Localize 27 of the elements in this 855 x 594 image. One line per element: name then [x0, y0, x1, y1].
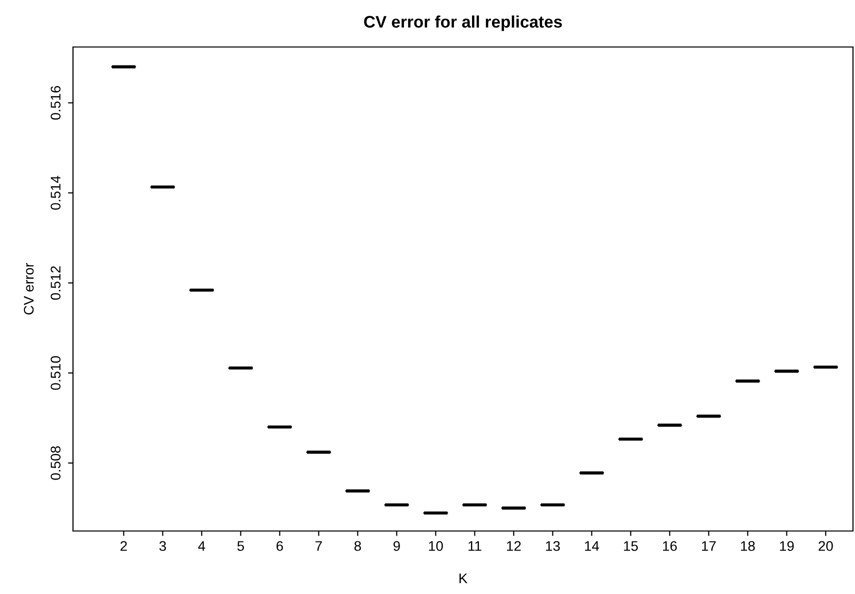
- x-tick-label: 20: [818, 541, 833, 551]
- chart-title: CV error for all replicates: [364, 15, 562, 32]
- x-tick-label: 2: [120, 541, 127, 551]
- x-tick-label: 11: [468, 541, 482, 551]
- y-axis-title: CV error: [24, 262, 34, 315]
- x-tick-label: 7: [316, 541, 322, 551]
- y-tick-label: 0.516: [50, 86, 61, 120]
- y-tick-label: 0.510: [50, 356, 61, 390]
- x-tick-label: 16: [663, 541, 677, 551]
- x-tick-label: 5: [237, 541, 244, 551]
- x-tick-label: 13: [546, 541, 560, 551]
- y-tick-label: 0.508: [50, 446, 61, 480]
- x-tick-label: 14: [585, 541, 600, 551]
- x-tick-label: 19: [780, 541, 794, 551]
- x-tick-label: 17: [702, 541, 716, 551]
- y-tick-label: 0.512: [50, 266, 61, 300]
- x-tick-label: 3: [159, 541, 166, 551]
- x-tick-label: 4: [198, 541, 206, 551]
- x-tick-label: 12: [507, 541, 521, 551]
- x-tick-label: 10: [429, 541, 443, 551]
- x-tick-label: 6: [276, 541, 283, 551]
- x-tick-label: 9: [393, 541, 400, 551]
- x-tick-label: 8: [354, 541, 361, 551]
- x-tick-label: 18: [741, 541, 755, 551]
- x-axis-title: K: [460, 574, 468, 584]
- x-tick-label: 15: [624, 541, 638, 551]
- y-tick-label: 0.514: [50, 176, 61, 210]
